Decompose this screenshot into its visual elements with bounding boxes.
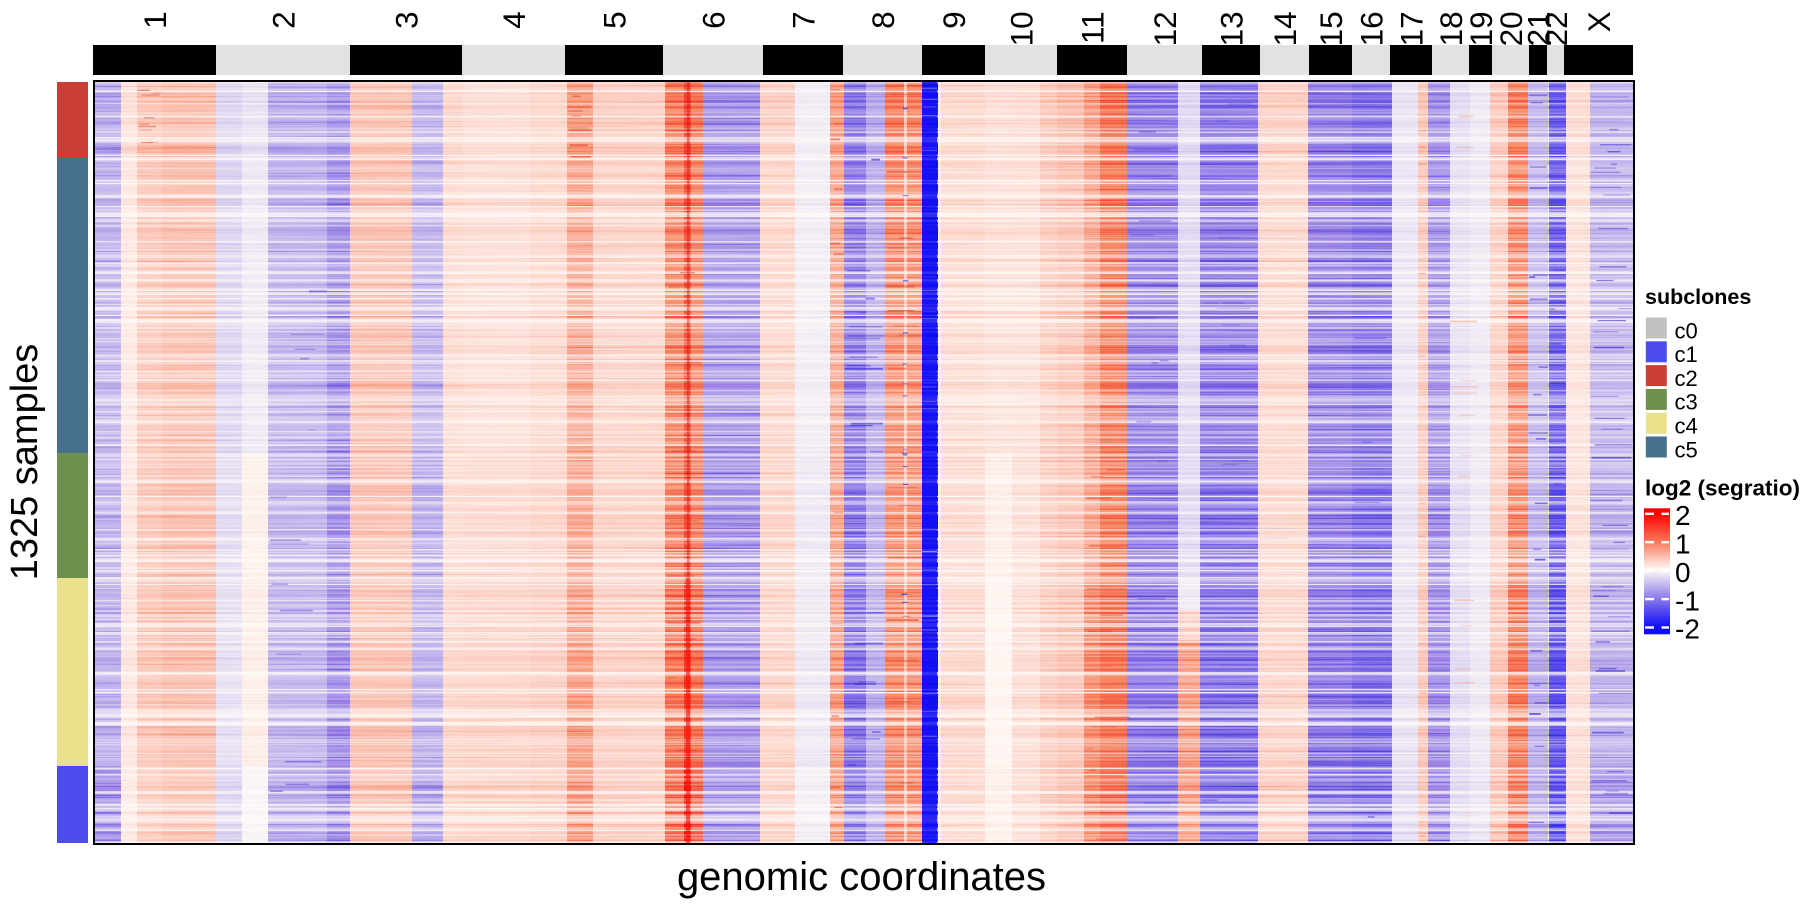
svg-text:17: 17 <box>1393 11 1429 46</box>
svg-text:13: 13 <box>1213 11 1249 46</box>
svg-text:genomic coordinates: genomic coordinates <box>677 855 1046 899</box>
svg-text:5: 5 <box>596 11 632 29</box>
svg-text:12: 12 <box>1147 11 1183 46</box>
svg-text:4: 4 <box>496 11 532 29</box>
svg-text:X: X <box>1581 11 1617 32</box>
svg-text:-1: -1 <box>1675 585 1700 616</box>
svg-text:c1: c1 <box>1675 342 1698 367</box>
svg-text:2: 2 <box>265 11 301 29</box>
svg-text:c3: c3 <box>1675 390 1698 415</box>
svg-text:15: 15 <box>1313 11 1349 46</box>
svg-text:-2: -2 <box>1675 614 1700 645</box>
svg-text:9: 9 <box>936 11 972 29</box>
svg-text:2: 2 <box>1675 500 1691 531</box>
svg-text:1: 1 <box>137 11 173 29</box>
svg-text:7: 7 <box>785 11 821 29</box>
svg-text:c5: c5 <box>1675 437 1698 462</box>
svg-text:21: 21 <box>1520 11 1556 46</box>
svg-text:c4: c4 <box>1675 414 1698 439</box>
svg-text:c2: c2 <box>1675 366 1698 391</box>
svg-text:20: 20 <box>1493 11 1529 46</box>
svg-text:19: 19 <box>1463 11 1499 46</box>
svg-text:8: 8 <box>865 11 901 29</box>
svg-text:subclones: subclones <box>1645 285 1751 309</box>
svg-text:6: 6 <box>695 11 731 29</box>
svg-text:c0: c0 <box>1675 318 1698 343</box>
svg-text:18: 18 <box>1433 11 1469 46</box>
svg-text:16: 16 <box>1353 11 1389 46</box>
svg-text:log2 (segratio): log2 (segratio) <box>1645 476 1800 501</box>
svg-text:11: 11 <box>1074 11 1110 44</box>
svg-text:22: 22 <box>1538 11 1574 46</box>
svg-text:0: 0 <box>1675 557 1691 588</box>
svg-text:1325 samples: 1325 samples <box>4 344 46 581</box>
svg-text:10: 10 <box>1003 11 1039 46</box>
svg-text:3: 3 <box>388 11 424 29</box>
svg-text:14: 14 <box>1267 11 1303 46</box>
svg-text:1: 1 <box>1675 528 1691 559</box>
